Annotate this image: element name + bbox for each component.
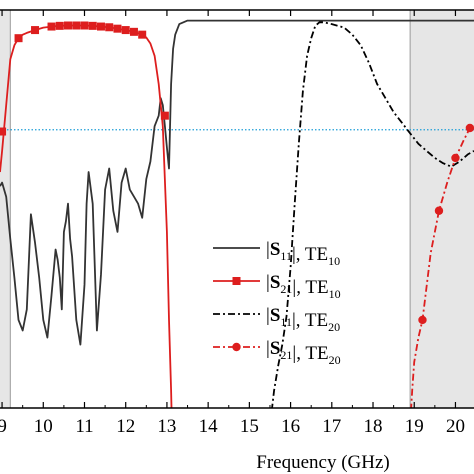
x-tick-label: 17: [322, 416, 341, 437]
legend-label-3: |S21|, TE20: [266, 338, 341, 367]
series-line-0: [0, 19, 474, 346]
series-3-marker-0: [418, 315, 427, 325]
series-1-marker-13: [129, 27, 138, 36]
series-1-marker-11: [113, 24, 122, 33]
x-tick-label: 12: [116, 416, 135, 437]
series-1-marker-5: [64, 21, 73, 30]
x-tick-label: 14: [199, 416, 219, 437]
x-tick-label: 15: [240, 416, 259, 437]
legend-marker-3: [232, 342, 241, 352]
legend-label-0: |S11|, TE10: [266, 239, 340, 268]
series-1-marker-8: [88, 21, 97, 30]
series-3-marker-3: [465, 123, 474, 133]
series-1-marker-9: [96, 22, 105, 31]
x-tick-label: 18: [364, 416, 383, 437]
series-1-marker-10: [105, 23, 114, 32]
series-1-marker-15: [160, 111, 169, 120]
x-tick-label: 19: [405, 416, 424, 437]
plot-frame: [0, 9, 474, 409]
series-line-3: [410, 125, 474, 408]
series-3-marker-1: [434, 206, 444, 215]
series-lines: [0, 19, 474, 408]
x-axis: 9 10 11 12 13 14 15 16 17 18 19 20: [0, 10, 465, 437]
series-1-marker-4: [55, 21, 64, 30]
legend: |S11|, TE10 |S21|, TE10 |S11|, TE20 |S21|, …: [213, 239, 341, 367]
series-1-marker-7: [80, 21, 89, 30]
shaded-regions: [0, 10, 474, 408]
series-1-marker-0: [0, 127, 7, 136]
legend-label-2: |S11|, TE20: [266, 305, 340, 334]
legend-label-1: |S21|, TE10: [266, 272, 341, 301]
x-tick-label: 16: [281, 416, 300, 437]
x-tick-label: 13: [157, 416, 176, 437]
x-tick-label: 11: [75, 416, 93, 437]
x-tick-label: 9: [0, 416, 7, 437]
x-tick-label: 10: [34, 416, 53, 437]
x-axis-label: Frequency (GHz): [256, 452, 389, 473]
legend-marker-1: [232, 277, 241, 285]
series-1-marker-12: [121, 26, 130, 35]
shaded-region-0: [0, 10, 11, 408]
series-line-2: [271, 21, 474, 408]
series-3-marker-2: [451, 153, 460, 163]
series-1-marker-2: [31, 26, 40, 35]
series-1-marker-14: [138, 30, 147, 39]
series-1-marker-3: [47, 22, 56, 31]
series-1-marker-6: [72, 21, 81, 30]
x-tick-label: 20: [446, 416, 465, 437]
series-1-marker-1: [14, 34, 23, 43]
